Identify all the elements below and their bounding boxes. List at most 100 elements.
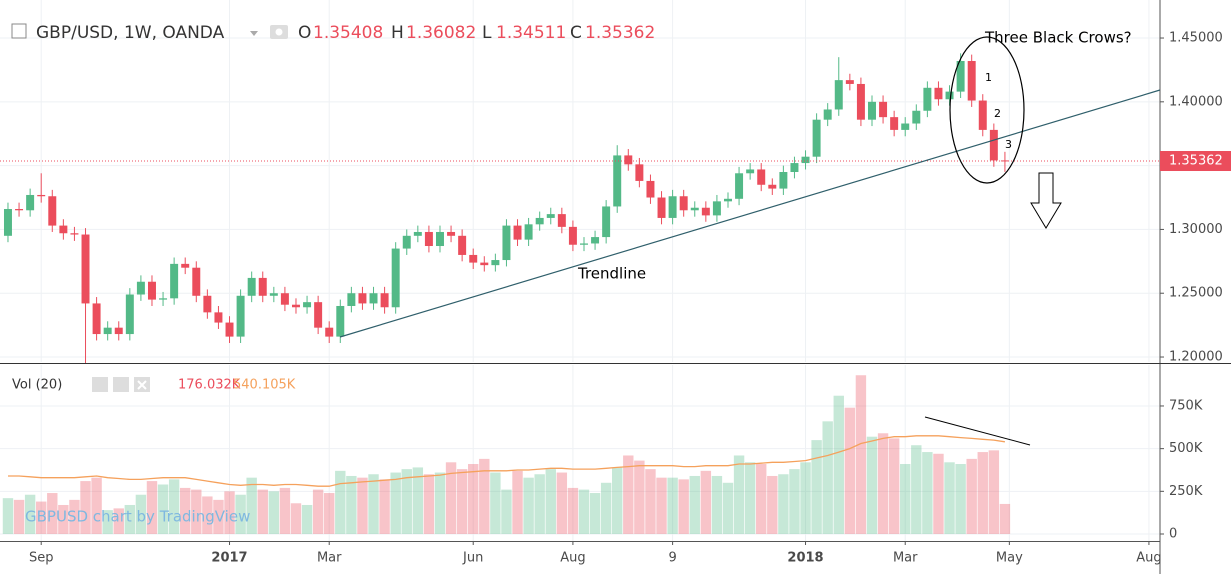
x-tick-label: 2018 (787, 551, 823, 566)
ohlc-label: C (570, 23, 582, 43)
y-tick-label: 500K (1169, 441, 1203, 456)
volume-bar (855, 375, 867, 535)
volume-bar (612, 467, 623, 535)
trendline (339, 89, 1161, 338)
volume-bar (390, 472, 401, 535)
volume-bar (600, 482, 612, 535)
candle-body (845, 80, 854, 84)
candle-body (303, 302, 312, 308)
candle-body (380, 293, 389, 308)
candle-body (635, 164, 644, 181)
volume-bar (102, 510, 113, 535)
volume-bar (534, 474, 545, 535)
volume-bar (346, 475, 357, 535)
volume-bar (744, 462, 756, 535)
candle-body (103, 327, 112, 335)
volume-bar (689, 475, 700, 535)
volume-bar (246, 477, 257, 535)
y-tick-label: 1.40000 (1169, 94, 1223, 109)
vol-eye-icon[interactable] (92, 377, 108, 392)
eye-icon-pupil (275, 28, 283, 36)
volume-bar (324, 493, 335, 535)
x-tick-label: Aug (1136, 551, 1161, 566)
volume-bar (445, 462, 457, 535)
volume-bar (900, 464, 911, 535)
volume-label: Vol (20) (12, 378, 62, 393)
annotation: 1 (985, 71, 992, 84)
vol-settings-icon[interactable] (113, 377, 129, 392)
volume-bar (468, 464, 479, 535)
candle-body (923, 87, 932, 111)
volume-bar (368, 474, 379, 535)
volume-bar (523, 477, 534, 535)
candle-body (203, 295, 212, 313)
volume-bar (47, 493, 58, 535)
price-pane (0, 53, 1160, 364)
ellipse (949, 36, 1025, 184)
volume-bar (180, 487, 191, 535)
candle-body (945, 91, 954, 100)
candle-body (679, 196, 688, 211)
volume-bar (955, 464, 966, 535)
candle-body (291, 304, 300, 308)
volume-bar (911, 445, 922, 535)
annotation: 3 (1005, 138, 1012, 151)
volume-bar (578, 489, 590, 535)
candle-body (314, 302, 323, 328)
volume-bar (479, 458, 490, 535)
annotation: 2 (994, 107, 1001, 120)
volume-bar (822, 421, 833, 535)
candle-body (557, 214, 566, 227)
x-tick-label: Mar (317, 551, 342, 566)
candle-body (81, 234, 90, 304)
volume-bar (490, 472, 501, 535)
volume-bar (844, 407, 856, 535)
dropdown-icon[interactable] (250, 31, 258, 36)
volume-bar (556, 472, 568, 535)
candle-body (602, 206, 611, 238)
candle-body (624, 155, 633, 165)
candle-body (989, 129, 998, 161)
candle-body (912, 110, 921, 124)
x-tick-label: Mar (893, 551, 918, 566)
volume-bar (357, 477, 368, 535)
candle-body (801, 156, 810, 164)
candle-body (391, 248, 400, 308)
volume-bar (168, 479, 180, 535)
candle-body (59, 225, 68, 234)
volume-bar (202, 496, 213, 535)
close-cross (137, 380, 147, 390)
candle-body (48, 196, 57, 226)
ohlc-value: 1.34511 (496, 23, 566, 43)
x-tick-label: Sep (29, 551, 54, 566)
grid (0, 0, 1160, 541)
candle-body (901, 123, 910, 130)
volume-bar (91, 477, 102, 535)
volume-bar (667, 477, 678, 535)
volume-bar (58, 504, 69, 535)
volume-bar (146, 481, 158, 535)
volume-bar (257, 489, 268, 535)
candle-body (136, 281, 145, 295)
volume-bar (69, 499, 80, 535)
volume-bar (999, 503, 1011, 535)
candle-body (712, 201, 721, 216)
volume-bar (623, 455, 634, 535)
volume-bar (213, 499, 224, 535)
candle-body (746, 169, 755, 174)
candle-body (214, 312, 223, 323)
candle-body (258, 277, 267, 296)
volume-bar (966, 458, 977, 535)
volume-bar (811, 440, 822, 535)
volume-bar (933, 453, 944, 535)
volume-bar (290, 503, 302, 535)
volume-bar (922, 452, 933, 535)
candle-body (591, 237, 600, 244)
volume-bar (157, 484, 169, 535)
candle-body (823, 109, 832, 120)
candle-body (170, 263, 179, 299)
volume-bar (335, 470, 346, 535)
candle-body (469, 254, 478, 263)
volume-bar (700, 470, 712, 535)
candle-body (458, 235, 467, 255)
